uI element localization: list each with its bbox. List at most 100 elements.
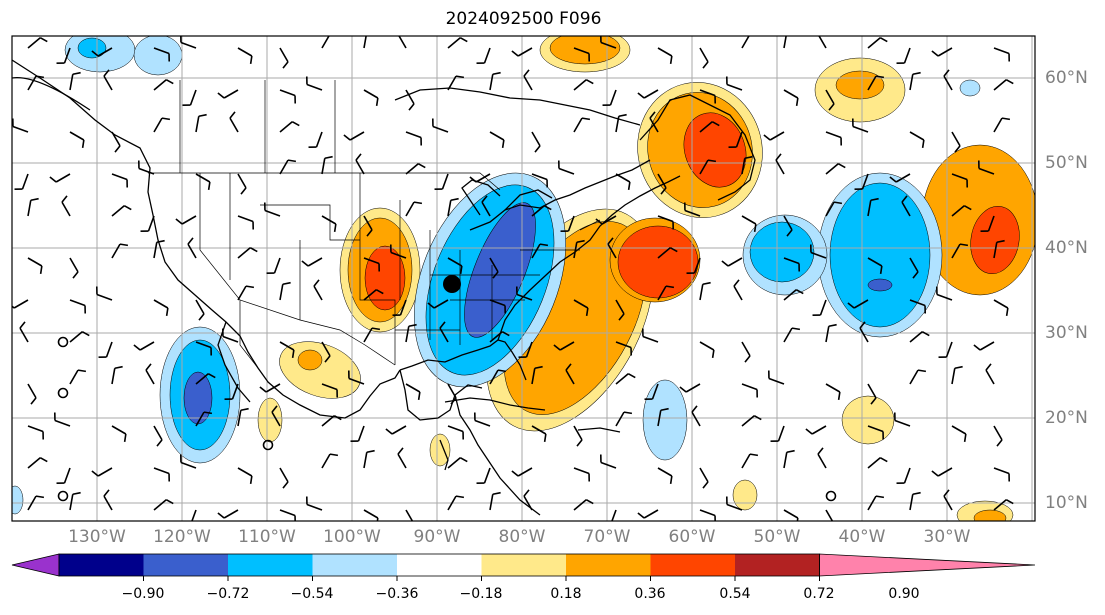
wind-barb [602,89,617,107]
wind-barb-shaft [993,425,1003,441]
wind-barb [977,160,995,175]
wind-barb [573,299,589,317]
wind-barb [867,37,888,49]
wind-barb [363,36,367,49]
wind-barb-feather [786,449,795,454]
wind-barb-feather [565,363,572,371]
wind-barb [993,467,1011,482]
wind-barb [993,425,1003,447]
wind-barb [153,499,174,511]
wind-barb [943,489,953,511]
wind-barb-feather [282,481,289,489]
wind-barb-shaft [909,257,919,273]
colorbar-segment [312,554,397,576]
wind-barb-shaft [993,242,998,259]
wind-barb-shaft [615,411,625,427]
wind-barb-feather [39,457,48,463]
wind-barb-shaft [349,131,365,141]
wind-barb-shaft [979,341,995,351]
wind-barb-shaft [97,467,113,477]
wind-barb [447,197,459,217]
wind-barb [133,341,155,351]
wind-barb [518,341,533,359]
wind-barb [56,47,71,65]
wind-barb [237,47,253,65]
wind-barb-feather [543,433,547,443]
wind-barb-shaft [993,79,1007,91]
wind-barb-feather [786,229,793,237]
wind-barb-feather [637,92,645,99]
wind-barb-feather [870,397,877,405]
wind-barb-shaft [306,503,323,511]
wind-barb-shaft [433,299,449,309]
wind-barb [187,237,197,259]
wind-barb [741,155,753,175]
wind-barb-shaft [145,369,155,385]
wind-barb [725,496,743,511]
wind-barb [783,215,793,237]
wind-barb-shaft [21,173,29,190]
wind-barb-shaft [189,89,197,106]
wind-barb-feather [217,512,225,519]
wind-barb-feather [287,159,297,163]
calm-wind-circle [57,387,69,399]
wind-barb-shaft [237,410,242,427]
wind-barb [69,71,81,91]
wind-barb-feather [417,391,421,401]
wind-barb-shaft [909,494,914,511]
wind-barb-shaft [489,299,506,307]
wind-barb-shaft [825,509,834,521]
wind-barb-shaft [63,467,71,484]
wind-barb-shaft [54,419,71,427]
wind-barb-feather [408,323,417,328]
wind-barb [279,467,289,489]
wind-barb-shaft [531,131,541,147]
wind-barb-shaft [111,131,121,147]
wind-barb-shaft [489,331,503,343]
wind-barb-feather [103,69,110,77]
wind-barb-feather [1005,79,1014,85]
wind-barb-feather [763,134,771,141]
wind-barb [909,131,925,149]
wind-barb [573,239,585,259]
wind-barb [182,89,197,107]
wind-barb-shaft [615,373,629,385]
wind-barb [531,425,547,443]
wind-barb-feather [523,489,530,497]
wind-barb-shaft [273,257,281,274]
wind-barb [725,76,743,91]
wind-barb [489,257,499,279]
wind-barb-feather [313,279,320,287]
wind-barb [279,47,289,69]
wind-barb [515,286,533,301]
wind-barb-feather [207,181,211,191]
wind-barb-feather [355,153,362,161]
wind-barb [385,425,407,435]
wind-barb-shaft [432,125,449,133]
wind-barb-feather [156,239,165,244]
wind-barb [637,89,659,99]
wind-barb-shaft [531,368,536,385]
wind-barb-shaft [279,47,289,63]
wind-barb-feather [207,373,216,379]
wind-barb [728,131,743,149]
wind-barb-feather [123,433,127,443]
wind-barb [14,173,29,191]
wind-barb-shaft [69,331,83,343]
wind-barb [657,247,678,259]
wind-barb [511,47,533,57]
wind-barb-shaft [861,173,869,190]
wind-barb-feather [165,307,169,317]
wind-barb-shaft [775,159,785,175]
wind-barb-feather [702,481,709,489]
wind-barb-shaft [489,74,494,91]
wind-barb-feather [35,495,45,499]
wind-barb-feather [595,218,603,225]
wind-barb-shaft [363,36,367,49]
wind-barb-shaft [447,37,461,49]
wind-barb-shaft [769,131,785,141]
wind-barb-shaft [363,509,379,519]
wind-barb-feather [753,223,757,233]
wind-barb-shaft [783,215,793,231]
wind-barb-feather [847,302,855,309]
